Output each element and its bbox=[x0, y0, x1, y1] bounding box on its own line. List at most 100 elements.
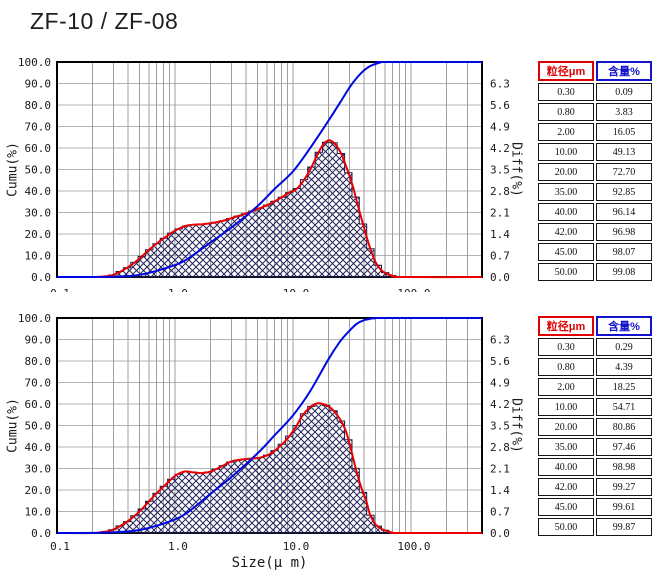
svg-text:5.6: 5.6 bbox=[490, 355, 510, 368]
cell-content: 96.98 bbox=[596, 223, 652, 241]
table-row: 20.00 72.70 bbox=[538, 163, 652, 181]
svg-text:80.0: 80.0 bbox=[25, 99, 52, 112]
cell-size: 0.30 bbox=[538, 83, 594, 101]
svg-text:90.0: 90.0 bbox=[25, 78, 52, 91]
table-row: 2.00 18.25 bbox=[538, 378, 652, 396]
svg-text:50.0: 50.0 bbox=[25, 420, 52, 433]
svg-text:10.0: 10.0 bbox=[25, 250, 52, 263]
differential-curve bbox=[56, 139, 483, 279]
svg-text:10.0: 10.0 bbox=[283, 287, 310, 292]
svg-text:3.5: 3.5 bbox=[490, 420, 510, 433]
table-row: 50.00 99.08 bbox=[538, 263, 652, 281]
cell-size: 0.80 bbox=[538, 358, 594, 376]
table-row: 42.00 96.98 bbox=[538, 223, 652, 241]
cell-content: 18.25 bbox=[596, 378, 652, 396]
svg-text:0.1: 0.1 bbox=[50, 287, 70, 292]
table-header-size: 粒径μm bbox=[538, 61, 594, 81]
table-row: 35.00 92.85 bbox=[538, 183, 652, 201]
svg-text:1.0: 1.0 bbox=[168, 540, 188, 553]
cumulative-curve bbox=[56, 60, 483, 279]
cell-size: 40.00 bbox=[538, 203, 594, 221]
left-axis-title: Cumu(%) bbox=[6, 142, 21, 197]
cell-size: 35.00 bbox=[538, 183, 594, 201]
cell-size: 45.00 bbox=[538, 243, 594, 261]
svg-text:1.4: 1.4 bbox=[490, 484, 510, 497]
cell-content: 54.71 bbox=[596, 398, 652, 416]
cell-size: 10.00 bbox=[538, 143, 594, 161]
table-row: 42.00 99.27 bbox=[538, 478, 652, 496]
cell-content: 0.29 bbox=[596, 338, 652, 356]
table-row: 2.00 16.05 bbox=[538, 123, 652, 141]
svg-text:40.0: 40.0 bbox=[25, 441, 52, 454]
svg-text:0.7: 0.7 bbox=[490, 250, 510, 263]
cell-content: 16.05 bbox=[596, 123, 652, 141]
cell-size: 40.00 bbox=[538, 458, 594, 476]
axis-labels: 100.0 90.0 80.0 70.0 60.0 50.0 40.0 30.0 20.0 10.… bbox=[6, 56, 524, 292]
table-row: 40.00 96.14 bbox=[538, 203, 652, 221]
cell-content: 99.87 bbox=[596, 518, 652, 536]
table-header-content: 含量% bbox=[596, 61, 652, 81]
svg-text:30.0: 30.0 bbox=[25, 207, 52, 220]
data-table-2: 粒径μm 含量% 0.30 0.29 0.80 4.39 2.00 18.25 10.00 5… bbox=[536, 314, 654, 538]
left-axis-title: Cumu(%) bbox=[6, 398, 21, 453]
cell-content: 98.07 bbox=[596, 243, 652, 261]
table-row: 0.80 3.83 bbox=[538, 103, 652, 121]
cell-content: 80.86 bbox=[596, 418, 652, 436]
table-header-content: 含量% bbox=[596, 316, 652, 336]
svg-text:0.0: 0.0 bbox=[490, 527, 510, 540]
table-row: 0.30 0.09 bbox=[538, 83, 652, 101]
svg-text:60.0: 60.0 bbox=[25, 142, 52, 155]
cell-content: 99.08 bbox=[596, 263, 652, 281]
svg-text:10.0: 10.0 bbox=[283, 540, 310, 553]
table-row: 35.00 97.46 bbox=[538, 438, 652, 456]
svg-text:2.1: 2.1 bbox=[490, 463, 510, 476]
svg-text:100.0: 100.0 bbox=[397, 287, 430, 292]
svg-text:6.3: 6.3 bbox=[490, 334, 510, 347]
svg-text:3.5: 3.5 bbox=[490, 164, 510, 177]
cell-size: 50.00 bbox=[538, 263, 594, 281]
data-table-1: 粒径μm 含量% 0.30 0.09 0.80 3.83 2.00 16.05 10.00 4… bbox=[536, 59, 654, 283]
cell-content: 97.46 bbox=[596, 438, 652, 456]
cell-size: 42.00 bbox=[538, 478, 594, 496]
cell-size: 20.00 bbox=[538, 418, 594, 436]
axis-labels: 100.0 90.0 80.0 70.0 60.0 50.0 40.0 30.0 20.0 10.… bbox=[6, 312, 524, 571]
svg-text:10.0: 10.0 bbox=[25, 506, 52, 519]
svg-text:70.0: 70.0 bbox=[25, 377, 52, 390]
table-row: 45.00 99.61 bbox=[538, 498, 652, 516]
cell-content: 3.83 bbox=[596, 103, 652, 121]
right-axis-title: Diff(%) bbox=[508, 398, 523, 453]
table-row: 10.00 49.13 bbox=[538, 143, 652, 161]
svg-text:60.0: 60.0 bbox=[25, 398, 52, 411]
cell-content: 49.13 bbox=[596, 143, 652, 161]
svg-text:0.0: 0.0 bbox=[31, 527, 51, 540]
table-row: 0.30 0.29 bbox=[538, 338, 652, 356]
svg-text:100.0: 100.0 bbox=[18, 312, 51, 325]
svg-text:70.0: 70.0 bbox=[25, 121, 52, 134]
cell-content: 96.14 bbox=[596, 203, 652, 221]
svg-text:2.1: 2.1 bbox=[490, 207, 510, 220]
cell-size: 42.00 bbox=[538, 223, 594, 241]
particle-size-chart-1: 100.0 90.0 80.0 70.0 60.0 50.0 40.0 30.0 20.0 10.… bbox=[6, 56, 524, 292]
differential-curve bbox=[56, 402, 483, 535]
cell-content: 0.09 bbox=[596, 83, 652, 101]
svg-text:4.2: 4.2 bbox=[490, 142, 510, 155]
cell-content: 4.39 bbox=[596, 358, 652, 376]
svg-text:2.8: 2.8 bbox=[490, 441, 510, 454]
table-body-2: 0.30 0.29 0.80 4.39 2.00 18.25 10.00 54.71 20.00… bbox=[538, 338, 652, 536]
svg-text:1.4: 1.4 bbox=[490, 228, 510, 241]
table-body-1: 0.30 0.09 0.80 3.83 2.00 16.05 10.00 49.13 20.00… bbox=[538, 83, 652, 281]
svg-text:0.7: 0.7 bbox=[490, 506, 510, 519]
cell-content: 72.70 bbox=[596, 163, 652, 181]
cell-content: 92.85 bbox=[596, 183, 652, 201]
svg-text:0.0: 0.0 bbox=[31, 271, 51, 284]
svg-text:2.8: 2.8 bbox=[490, 185, 510, 198]
table-row: 20.00 80.86 bbox=[538, 418, 652, 436]
svg-text:20.0: 20.0 bbox=[25, 228, 52, 241]
cell-size: 20.00 bbox=[538, 163, 594, 181]
svg-text:6.3: 6.3 bbox=[490, 78, 510, 91]
x-axis-title: Size(μ m) bbox=[232, 555, 308, 571]
cell-size: 2.00 bbox=[538, 123, 594, 141]
cell-content: 99.27 bbox=[596, 478, 652, 496]
table-row: 40.00 98.98 bbox=[538, 458, 652, 476]
